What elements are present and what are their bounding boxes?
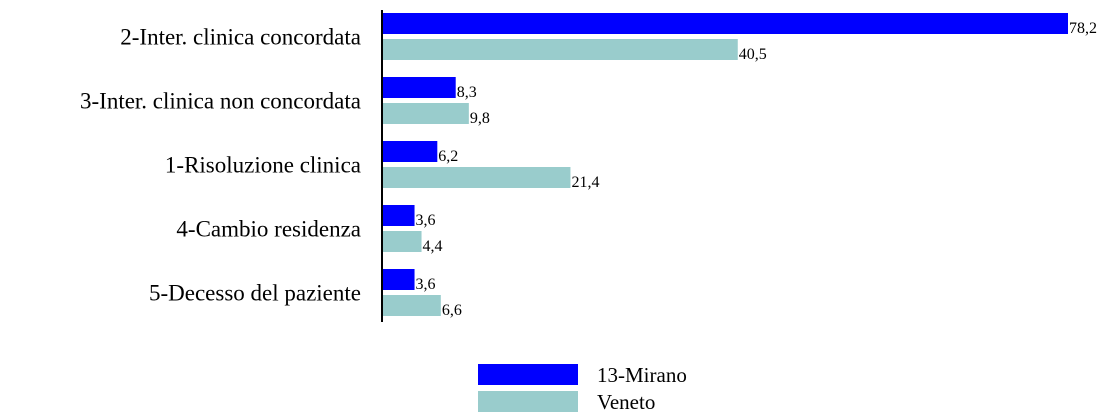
bar-mirano	[383, 269, 415, 290]
data-label: 4,4	[423, 238, 443, 255]
labels-layer: 2-Inter. clinica concordata 78,2 40,5 3-Int…	[80, 20, 1097, 319]
bar-veneto	[383, 295, 441, 316]
bar-mirano	[383, 205, 415, 226]
data-label: 8,3	[457, 84, 477, 101]
bar-veneto	[383, 103, 469, 124]
data-label: 3,6	[416, 212, 436, 229]
legend-swatch	[478, 391, 578, 412]
legend-swatch	[478, 364, 578, 385]
data-label: 21,4	[571, 174, 599, 191]
bar-mirano	[383, 141, 438, 162]
legend-label: 13-Mirano	[597, 363, 687, 387]
bar-mirano	[383, 13, 1068, 34]
legend-label: Veneto	[597, 390, 655, 414]
bar-mirano	[383, 77, 456, 98]
data-label: 6,2	[438, 148, 458, 165]
data-label: 3,6	[416, 276, 436, 293]
bar-veneto	[383, 231, 422, 252]
category-label: 5-Decesso del paziente	[149, 281, 361, 306]
category-label: 4-Cambio residenza	[176, 217, 361, 242]
category-label: 2-Inter. clinica concordata	[120, 25, 361, 50]
category-label: 1-Risoluzione clinica	[165, 153, 361, 178]
data-label: 40,5	[739, 46, 767, 63]
category-label: 3-Inter. clinica non concordata	[80, 89, 361, 114]
data-label: 9,8	[470, 110, 490, 127]
bar-veneto	[383, 167, 571, 188]
bar-veneto	[383, 39, 738, 60]
legend: 13-Mirano Veneto	[478, 363, 687, 414]
data-label: 6,6	[442, 302, 462, 319]
bars-layer	[383, 13, 1068, 316]
data-label: 78,2	[1069, 20, 1097, 37]
